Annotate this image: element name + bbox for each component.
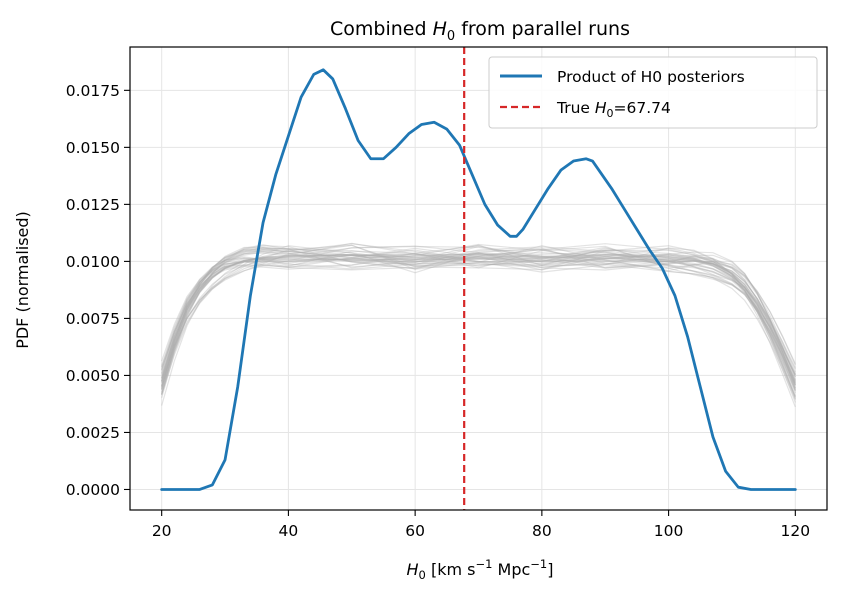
individual-run-line bbox=[161, 253, 796, 389]
individual-run-line bbox=[161, 246, 796, 368]
y-tick-label: 0.0050 bbox=[66, 367, 120, 385]
x-tick-label: 100 bbox=[654, 522, 684, 540]
individual-run-line bbox=[161, 250, 796, 393]
individual-run-line bbox=[161, 247, 796, 376]
individual-run-line bbox=[161, 253, 796, 397]
individual-run-line bbox=[161, 253, 796, 386]
legend-label-main: Product of H0 posteriors bbox=[557, 68, 745, 86]
individual-run-line bbox=[161, 252, 796, 375]
x-tick-label: 80 bbox=[532, 522, 552, 540]
individual-run-line bbox=[161, 246, 796, 400]
individual-posteriors bbox=[161, 242, 796, 408]
y-tick-label: 0.0175 bbox=[66, 82, 120, 100]
individual-run-line bbox=[161, 243, 796, 385]
x-tick-label: 60 bbox=[405, 522, 425, 540]
product-posterior-line bbox=[160, 68, 797, 491]
individual-run-line bbox=[161, 253, 796, 400]
x-tick-label: 20 bbox=[152, 522, 172, 540]
x-tick-label: 120 bbox=[781, 522, 811, 540]
individual-run-line bbox=[161, 249, 796, 380]
y-tick-label: 0.0000 bbox=[66, 481, 120, 499]
y-tick-label: 0.0150 bbox=[66, 139, 120, 157]
individual-run-line bbox=[161, 247, 796, 389]
x-ticks: 20 40 60 80 100 120 bbox=[152, 510, 810, 540]
individual-run-line bbox=[161, 250, 796, 387]
individual-run-line bbox=[161, 247, 796, 408]
individual-run-line bbox=[161, 244, 796, 390]
x-tick-label: 40 bbox=[279, 522, 299, 540]
y-tick-label: 0.0125 bbox=[66, 196, 120, 214]
individual-run-line bbox=[161, 251, 796, 381]
plot-frame bbox=[129, 46, 828, 511]
x-axis-label: H0 [km s−1 Mpc−1] bbox=[407, 557, 554, 582]
individual-run-line bbox=[161, 254, 796, 398]
individual-run-line bbox=[161, 245, 796, 384]
individual-run-line bbox=[161, 243, 796, 386]
individual-run-line bbox=[161, 244, 796, 397]
main-series bbox=[160, 68, 797, 491]
individual-run-line bbox=[161, 245, 796, 383]
y-tick-label: 0.0025 bbox=[66, 424, 120, 442]
individual-run-line bbox=[161, 246, 796, 395]
individual-run-line bbox=[161, 249, 796, 370]
individual-run-line bbox=[161, 249, 796, 389]
legend-label-true: True H0=67.74 bbox=[556, 99, 671, 120]
legend: Product of H0 posteriors True H0=67.74 bbox=[488, 56, 818, 129]
chart-title: Combined H0 from parallel runs bbox=[330, 18, 630, 44]
y-ticks: 0.0000 0.0025 0.0050 0.0075 0.0100 0.0125 0.01… bbox=[66, 82, 130, 499]
y-tick-label: 0.0100 bbox=[66, 253, 120, 271]
legend-box bbox=[488, 56, 818, 129]
individual-run-line bbox=[161, 245, 796, 390]
y-tick-label: 0.0075 bbox=[66, 310, 120, 328]
individual-run-line bbox=[161, 245, 796, 376]
individual-run-line bbox=[161, 254, 796, 389]
individual-run-line bbox=[161, 253, 796, 392]
individual-run-line bbox=[161, 245, 796, 366]
individual-run-line bbox=[161, 244, 796, 390]
individual-run-line bbox=[161, 245, 796, 399]
individual-run-line bbox=[161, 253, 796, 375]
individual-run-line bbox=[161, 243, 796, 406]
individual-run-line bbox=[161, 253, 796, 394]
individual-run-line bbox=[161, 248, 796, 383]
individual-run-line bbox=[161, 242, 796, 403]
individual-run-line bbox=[161, 247, 796, 386]
individual-run-line bbox=[161, 252, 796, 398]
y-axis-label: PDF (normalised) bbox=[13, 211, 32, 349]
individual-run-line bbox=[161, 253, 796, 382]
individual-run-line bbox=[161, 253, 796, 376]
